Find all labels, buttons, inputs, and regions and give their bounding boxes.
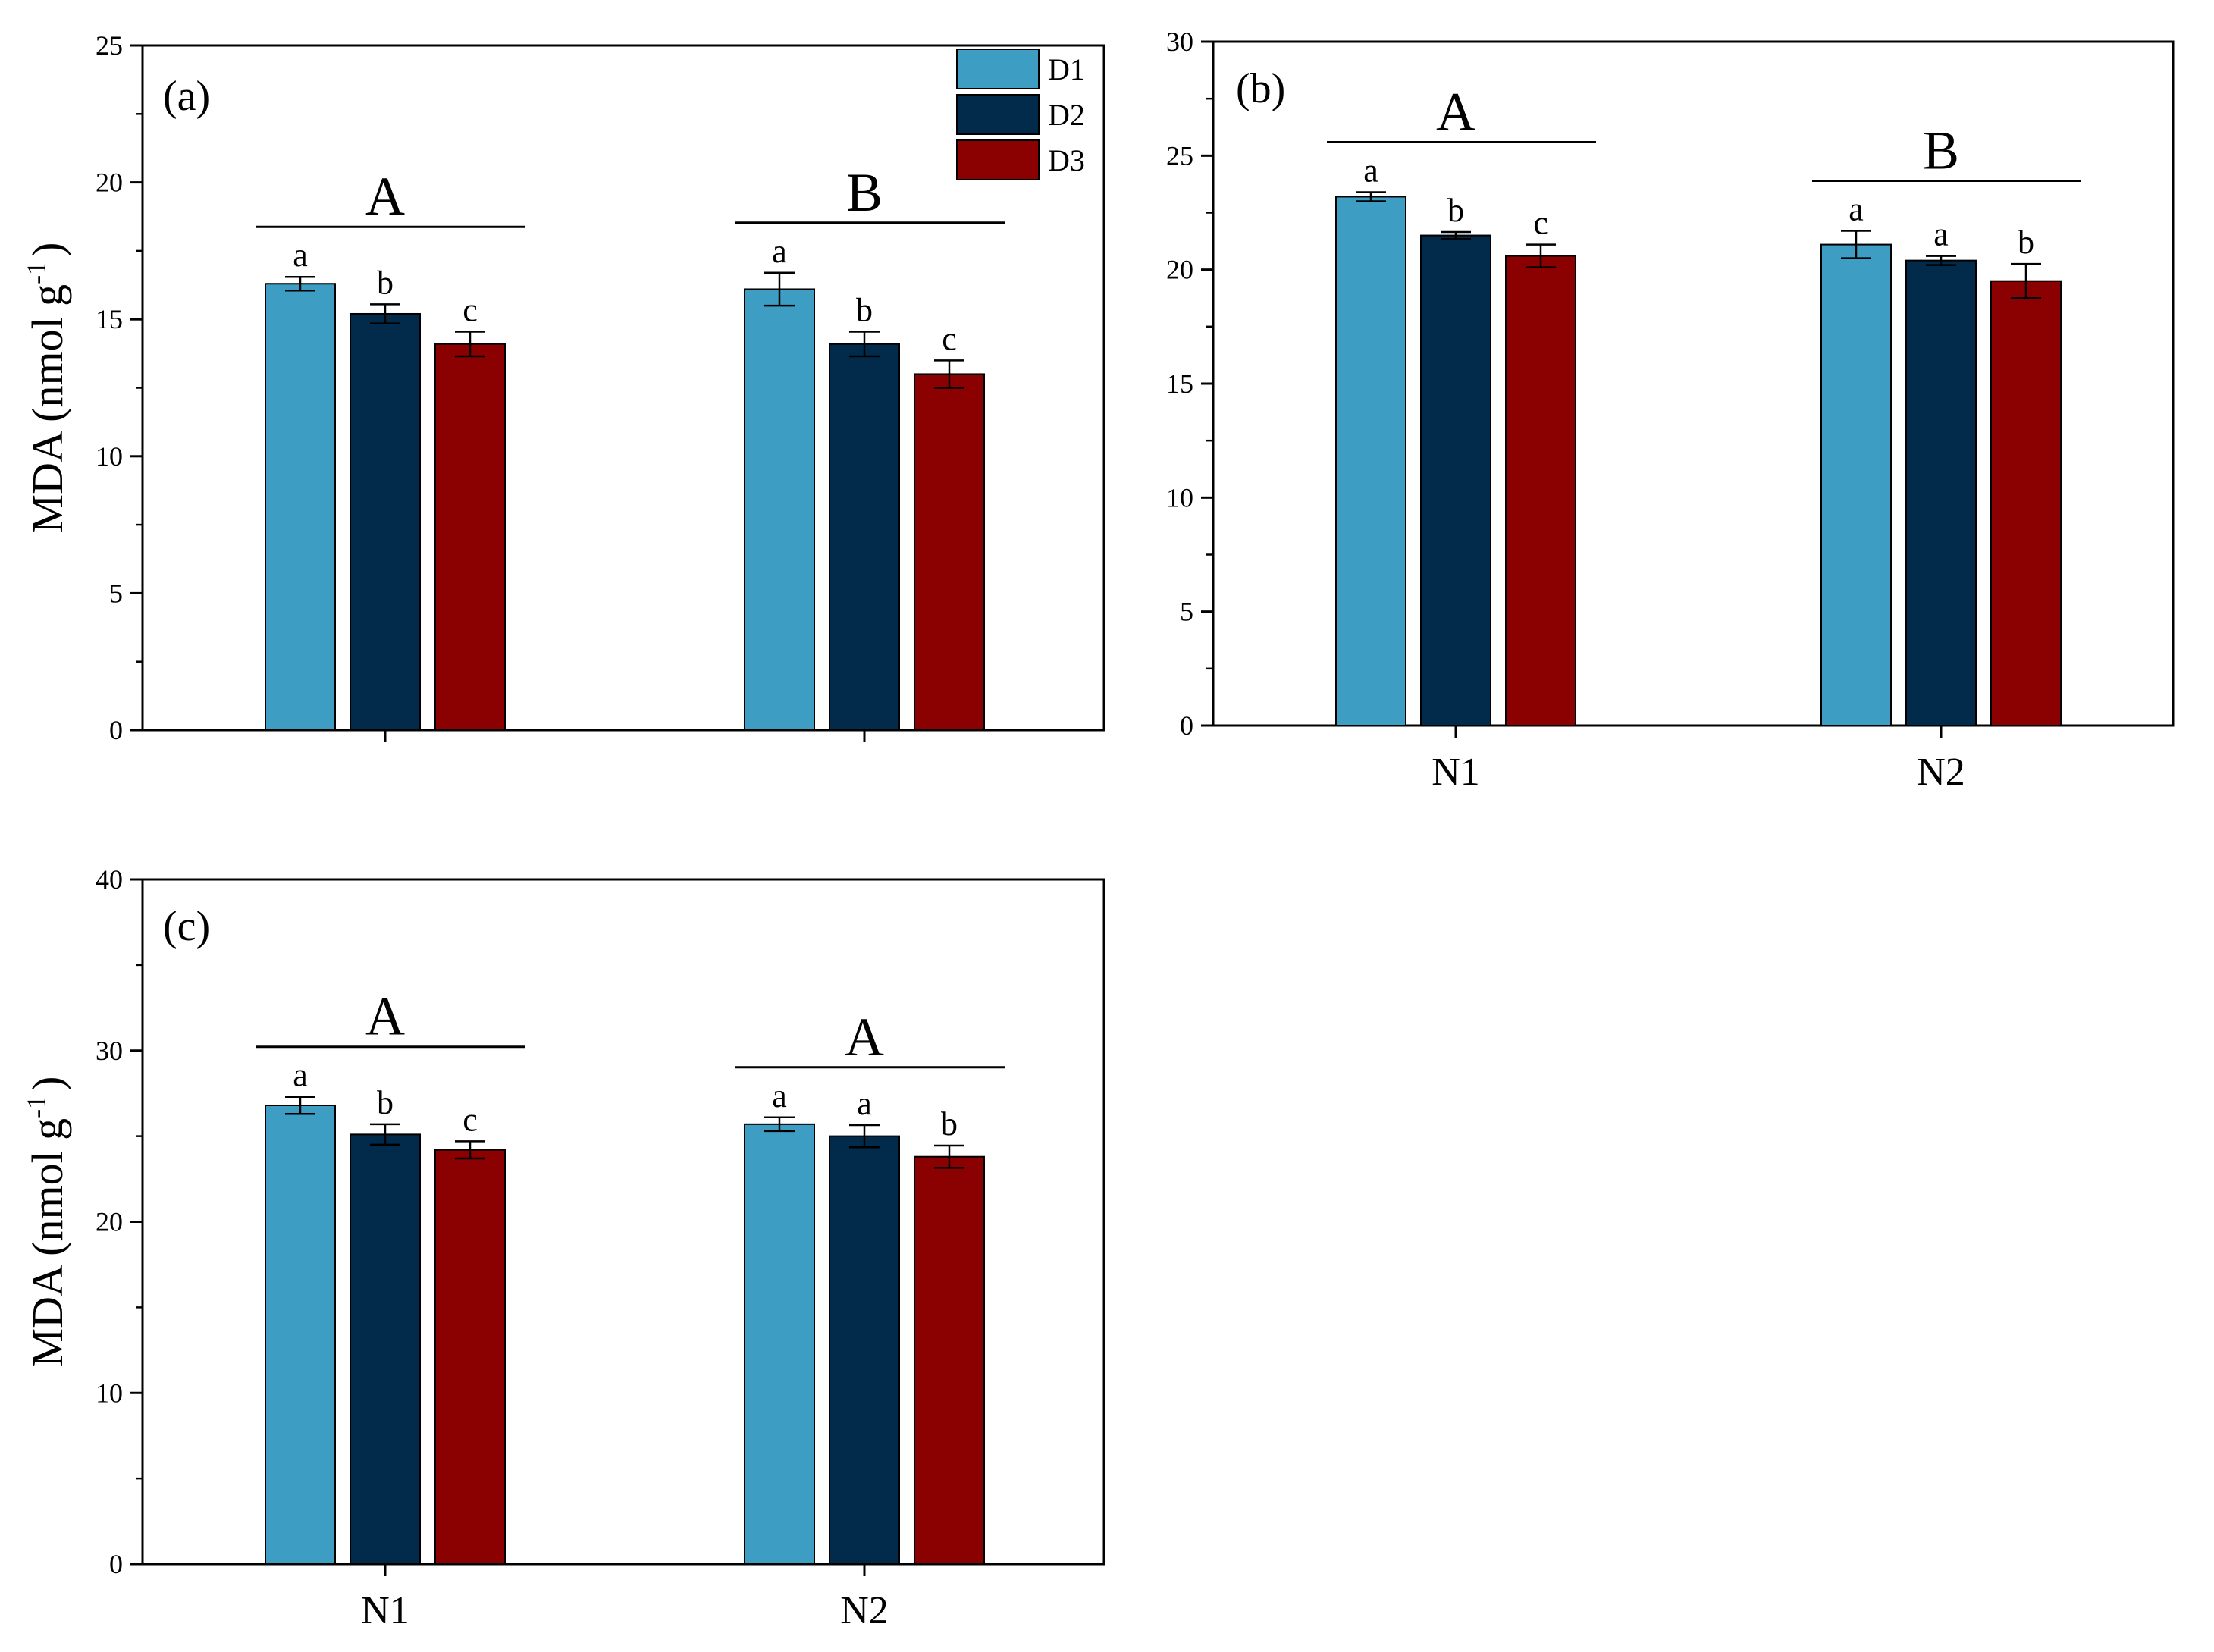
significance-letter: a bbox=[772, 233, 787, 270]
chart-panel-b: 0 5 10 15 20 25 30 (b) N1 N2 a b c Aa a b B bbox=[1166, 27, 2175, 794]
legend-label-d3: D3 bbox=[1048, 143, 1085, 177]
significance-letter: b bbox=[377, 1084, 394, 1121]
x-category-label: N2 bbox=[840, 1589, 889, 1632]
bar-d1 bbox=[265, 1104, 336, 1565]
y-tick-label: 20 bbox=[1166, 255, 1193, 285]
y-tick-label: 0 bbox=[109, 1549, 123, 1579]
bar-d1 bbox=[744, 288, 815, 731]
bar-d3 bbox=[434, 1149, 506, 1566]
y-tick-label: 25 bbox=[1166, 140, 1193, 171]
y-tick-label: 30 bbox=[96, 1036, 123, 1066]
significance-letter: c bbox=[1533, 205, 1548, 242]
bar-d3 bbox=[434, 343, 506, 731]
bar-d1 bbox=[744, 1123, 815, 1565]
significance-letter: b bbox=[941, 1105, 958, 1143]
group-letter: B bbox=[846, 162, 883, 223]
x-category-label: N1 bbox=[1432, 751, 1480, 794]
bar-d2 bbox=[1905, 259, 1977, 726]
y-axis-title: MDA (nmol g-1) bbox=[21, 1076, 72, 1367]
y-axis-title-main: MDA (nmol g bbox=[23, 284, 72, 534]
y-tick-label: 25 bbox=[96, 30, 123, 61]
y-tick-label: 10 bbox=[96, 1378, 123, 1408]
y-tick-label: 20 bbox=[96, 1207, 123, 1237]
significance-letter: a bbox=[1849, 191, 1864, 228]
bar-d2 bbox=[1420, 234, 1491, 727]
significance-letter: a bbox=[1363, 152, 1378, 189]
bar-d3 bbox=[914, 1155, 985, 1565]
panel-label: (b) bbox=[1236, 65, 1285, 112]
y-tick-label: 0 bbox=[1180, 710, 1193, 741]
y-tick-label: 15 bbox=[1166, 368, 1193, 399]
bar-d2 bbox=[350, 1133, 421, 1566]
significance-letter: a bbox=[293, 1057, 308, 1094]
y-tick-label: 15 bbox=[96, 304, 123, 334]
group-letter: A bbox=[845, 1007, 884, 1067]
bar-d3 bbox=[1505, 255, 1576, 727]
bar-d3 bbox=[1990, 280, 2062, 726]
significance-letter: c bbox=[942, 320, 957, 357]
significance-letter: b bbox=[2018, 224, 2034, 261]
y-tick-label: 10 bbox=[96, 441, 123, 472]
x-category-label: N1 bbox=[361, 1589, 409, 1632]
y-tick-label: 0 bbox=[109, 715, 123, 745]
bar-d2 bbox=[829, 1135, 900, 1565]
y-axis-title-main: MDA (nmol g bbox=[23, 1118, 72, 1368]
y-tick-label: 5 bbox=[1180, 597, 1193, 627]
significance-letter: c bbox=[463, 1101, 478, 1138]
y-tick-label: 5 bbox=[109, 578, 123, 608]
bar-d1 bbox=[1820, 243, 1892, 726]
significance-letter: b bbox=[1447, 192, 1464, 229]
group-letter: B bbox=[1923, 121, 1959, 181]
y-axis-title-superscript: -1 bbox=[21, 1096, 52, 1118]
group-letter: A bbox=[365, 986, 405, 1047]
legend-label-d2: D2 bbox=[1048, 98, 1085, 132]
bar-d3 bbox=[914, 373, 985, 731]
y-axis-title-superscript: -1 bbox=[21, 262, 52, 284]
bar-d1 bbox=[265, 283, 336, 731]
bar-d2 bbox=[829, 343, 900, 731]
panel-label: (c) bbox=[163, 903, 210, 950]
chart-panel-a: 0 5 10 15 20 25 MDA (nmol g-1) (a) a b c Aa b c B D1 D2 D… bbox=[21, 30, 1105, 745]
legend-label-d1: D1 bbox=[1048, 52, 1085, 86]
legend-swatch-d1 bbox=[956, 49, 1040, 89]
significance-letter: c bbox=[463, 291, 478, 328]
significance-letter: a bbox=[772, 1077, 787, 1114]
y-tick-label: 40 bbox=[96, 864, 123, 895]
group-letter: A bbox=[365, 166, 405, 227]
significance-letter: b bbox=[856, 291, 873, 328]
panel-label: (a) bbox=[163, 73, 210, 120]
y-axis-title-close: ) bbox=[23, 1076, 72, 1090]
legend-swatch-d3 bbox=[956, 139, 1040, 180]
x-category-label: N2 bbox=[1917, 751, 1965, 794]
significance-letter: a bbox=[293, 237, 308, 274]
y-tick-label: 30 bbox=[1166, 27, 1193, 57]
y-axis-title: MDA (nmol g-1) bbox=[21, 242, 72, 533]
bar-d2 bbox=[350, 312, 421, 731]
y-axis-title-close: ) bbox=[23, 242, 72, 256]
y-tick-label: 20 bbox=[96, 168, 123, 198]
bar-d1 bbox=[1335, 196, 1406, 727]
significance-letter: a bbox=[1933, 216, 1949, 253]
significance-letter: b bbox=[377, 264, 394, 301]
group-letter: A bbox=[1436, 81, 1475, 142]
legend-swatch-d2 bbox=[956, 94, 1040, 135]
y-tick-label: 10 bbox=[1166, 482, 1193, 513]
significance-letter: a bbox=[857, 1085, 872, 1122]
